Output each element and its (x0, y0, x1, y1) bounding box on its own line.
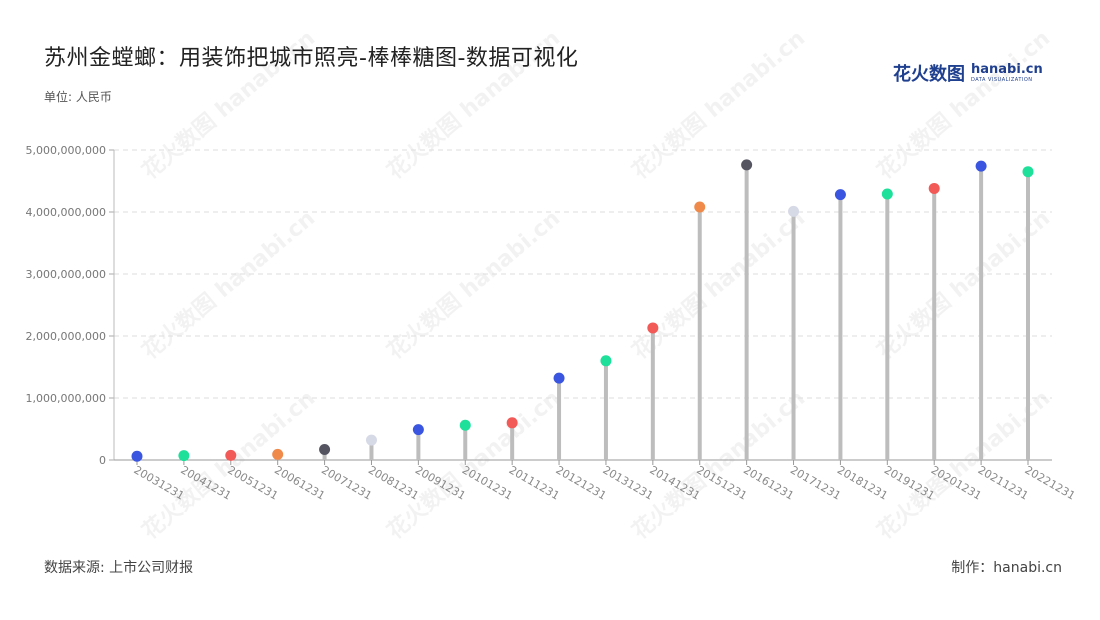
lollipop-dot-16 (881, 188, 893, 200)
lollipop-dot-19 (1022, 166, 1034, 178)
watermark-5: 花火数图 hanabi.cn (382, 205, 565, 364)
y-tick-label-2: 2,000,000,000 (26, 330, 106, 343)
x-tick-label-10: 20131231 (600, 463, 655, 502)
y-tick-label-1: 1,000,000,000 (26, 392, 106, 405)
lollipop-dot-1 (178, 450, 190, 462)
data-source: 数据来源: 上市公司财报 (44, 560, 194, 576)
logo-cn-text: 花火数图 (893, 64, 965, 85)
x-tick-label-0: 20031231 (132, 463, 187, 502)
lollipop-dot-0 (131, 450, 143, 462)
x-tick-label-4: 20071231 (319, 463, 374, 502)
lollipop-dot-18 (975, 160, 987, 172)
brand-logo: 花火数图 hanabi.cn DATA VISUALIZATION (893, 60, 1043, 86)
logo-sub-text: DATA VISUALIZATION (971, 77, 1033, 83)
x-tick-label-15: 20181231 (835, 463, 890, 502)
lollipop-marks (131, 159, 1034, 462)
lollipop-dot-13 (741, 159, 753, 171)
page-title: 苏州金螳螂：用装饰把城市照亮-棒棒糖图-数据可视化 (44, 46, 579, 71)
x-tick-label-14: 20171231 (788, 463, 843, 502)
lollipop-dot-11 (647, 322, 659, 334)
lollipop-dot-17 (928, 182, 940, 194)
lollipop-dot-10 (600, 355, 612, 367)
lollipop-dot-5 (365, 434, 377, 446)
x-tick-label-19: 20221231 (1023, 463, 1078, 502)
watermark-1: 花火数图 hanabi.cn (382, 25, 565, 184)
lollipop-dot-3 (272, 448, 284, 460)
y-tick-label-3: 3,000,000,000 (26, 268, 106, 281)
lollipop-dot-12 (694, 201, 706, 213)
lollipop-dot-2 (225, 449, 237, 461)
lollipop-dot-7 (459, 419, 471, 431)
lollipop-dot-9 (553, 372, 565, 384)
x-tick-label-18: 20211231 (976, 463, 1031, 502)
y-axis-unit-label: 单位: 人民币 (44, 90, 112, 104)
watermark-9: 花火数图 hanabi.cn (382, 385, 565, 544)
x-tick-label-5: 20081231 (366, 463, 421, 502)
y-tick-label-0: 0 (99, 454, 106, 467)
x-tick-label-9: 20121231 (554, 463, 609, 502)
x-tick-label-3: 20061231 (272, 463, 327, 502)
watermark-8: 花火数图 hanabi.cn (137, 385, 320, 544)
x-tick-label-2: 20051231 (225, 463, 280, 502)
lollipop-dot-6 (412, 424, 424, 436)
y-tick-label-4: 4,000,000,000 (26, 206, 106, 219)
x-tick-label-8: 20111231 (507, 463, 562, 502)
y-axis: 0 1,000,000,000 2,000,000,000 3,000,000,000… (26, 144, 115, 467)
logo-en-text: hanabi.cn (971, 62, 1043, 77)
watermark-0: 花火数图 hanabi.cn (137, 25, 320, 184)
lollipop-dot-14 (788, 205, 800, 217)
grid-lines (114, 149, 1052, 399)
x-tick-label-13: 20161231 (741, 463, 796, 502)
credit-text: 制作：hanabi.cn (951, 560, 1062, 576)
watermark-2: 花火数图 hanabi.cn (627, 25, 810, 184)
watermark-layer: 花火数图 hanabi.cn 花火数图 hanabi.cn 花火数图 hanabi.… (137, 25, 1055, 544)
watermark-4: 花火数图 hanabi.cn (137, 205, 320, 364)
lollipop-dot-8 (506, 417, 518, 429)
lollipop-dot-15 (834, 189, 846, 201)
y-tick-label-5: 5,000,000,000 (26, 144, 106, 157)
lollipop-dot-4 (319, 443, 331, 455)
watermark-3: 花火数图 hanabi.cn (872, 25, 1055, 184)
logo-en-block: hanabi.cn DATA VISUALIZATION (971, 63, 1043, 83)
